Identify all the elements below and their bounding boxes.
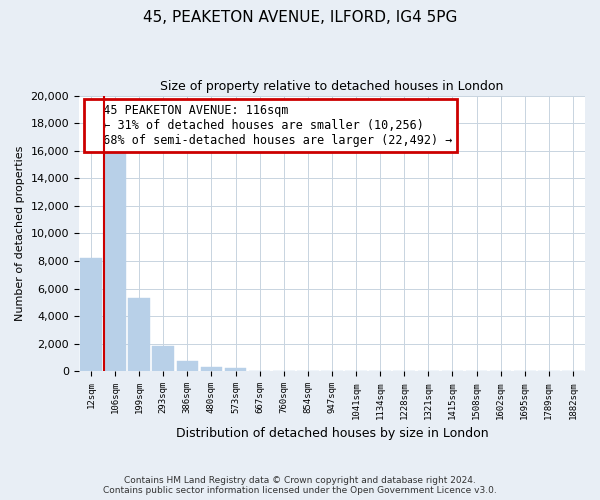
Bar — [200, 367, 222, 372]
Bar — [104, 142, 126, 372]
Text: 45, PEAKETON AVENUE, ILFORD, IG4 5PG: 45, PEAKETON AVENUE, ILFORD, IG4 5PG — [143, 10, 457, 25]
Bar — [128, 298, 150, 372]
Bar — [225, 368, 247, 372]
Y-axis label: Number of detached properties: Number of detached properties — [15, 146, 25, 321]
Bar — [80, 258, 102, 372]
Title: Size of property relative to detached houses in London: Size of property relative to detached ho… — [160, 80, 503, 93]
Text: Contains HM Land Registry data © Crown copyright and database right 2024.
Contai: Contains HM Land Registry data © Crown c… — [103, 476, 497, 495]
Text: 45 PEAKETON AVENUE: 116sqm
  ← 31% of detached houses are smaller (10,256)
  68%: 45 PEAKETON AVENUE: 116sqm ← 31% of deta… — [89, 104, 452, 147]
Bar — [176, 361, 198, 372]
Bar — [152, 346, 174, 372]
X-axis label: Distribution of detached houses by size in London: Distribution of detached houses by size … — [176, 427, 488, 440]
